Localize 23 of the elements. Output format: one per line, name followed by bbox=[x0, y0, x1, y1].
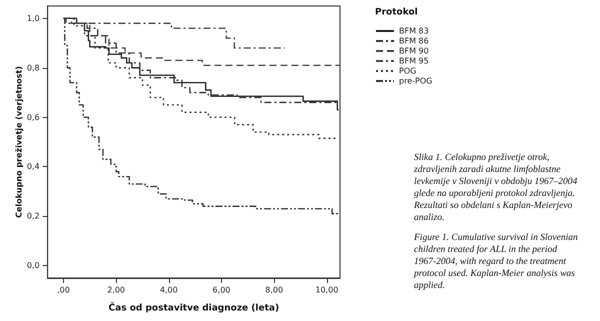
y-tick-label: 0,4 bbox=[26, 162, 40, 172]
x-tick-label: ,00 bbox=[57, 286, 70, 294]
legend-label: BFM 86 bbox=[399, 36, 429, 46]
legend-title: Protokol bbox=[375, 8, 418, 18]
legend-label: pre-POG bbox=[399, 76, 432, 86]
y-tick-label: 1,0 bbox=[26, 14, 40, 23]
x-tick-label: 8,00 bbox=[265, 286, 284, 294]
legend-label: BFM 95 bbox=[399, 56, 429, 66]
x-axis-title: Čas od postavitve diagnoze (leta) bbox=[108, 302, 280, 314]
x-tick-label: 4,00 bbox=[160, 286, 178, 294]
x-tick-label: 6,00 bbox=[212, 286, 230, 294]
y-tick-label: 0,6 bbox=[26, 112, 40, 122]
y-tick-label: 0,8 bbox=[26, 63, 40, 72]
y-axis-title: Celokupno preživetje (verjetnost) bbox=[14, 66, 24, 218]
legend-label: BFM 90 bbox=[399, 46, 429, 56]
legend-label: POG bbox=[399, 66, 416, 76]
y-tick-label: 0,0 bbox=[26, 261, 40, 270]
x-tick-label: 2,00 bbox=[107, 286, 126, 294]
caption: Figure 1. Cumulative survival in Slovenian children treated for ALL in the period 1967-2004, with regard to the treatment protocol used. Kaplan-Meier analysis was applied. bbox=[413, 233, 580, 291]
legend-label: BFM 83 bbox=[399, 26, 429, 36]
x-tick-label: 10,00 bbox=[315, 286, 338, 294]
y-tick-label: 0,2 bbox=[26, 212, 40, 221]
text: Slika 1. Celokupno preživetje otrok, zdravljenih zaradi akutne limfoblastne levkemije v Sloveniji v obdobju 1967–2004 glede na uporabljeni protokol zdravljenja. Rezultati so obdelani s Kaplan-Meierjevo analizo. bbox=[413, 153, 580, 223]
